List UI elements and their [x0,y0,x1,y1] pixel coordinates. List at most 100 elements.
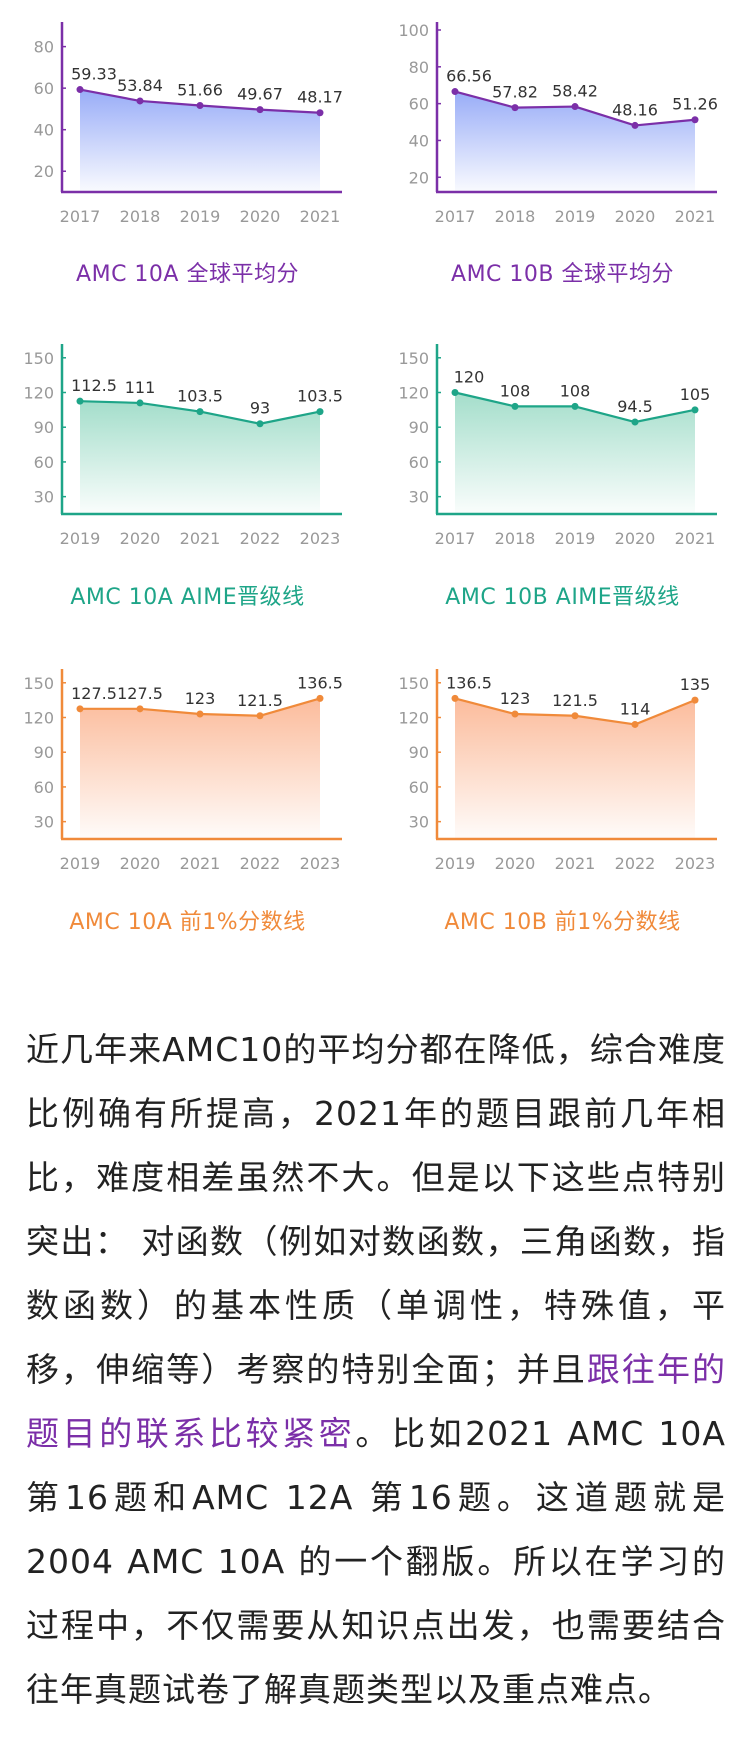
y-tick-label: 20 [34,162,54,181]
y-tick-label: 120 [398,709,429,728]
x-tick-label: 2020 [615,529,656,548]
y-tick-label: 20 [409,168,429,187]
data-label: 48.17 [297,88,343,107]
chart-title: AMC 10B AIME晋级线 [445,585,680,610]
data-label: 135 [680,675,711,694]
data-point [76,86,84,94]
y-tick-label: 120 [398,384,429,403]
data-point [511,710,519,718]
x-tick-label: 2018 [120,207,161,226]
y-tick-label: 30 [34,813,54,832]
y-tick-label: 60 [34,453,54,472]
data-label: 123 [185,689,216,708]
x-tick-label: 2020 [120,529,161,548]
data-label: 112.5 [71,376,117,395]
chart-title: AMC 10A 前1%分数线 [69,910,306,935]
y-tick-label: 80 [34,38,54,57]
article-highlight: 跟往年的题目的联系比较紧密 [26,1350,727,1453]
y-tick-label: 90 [409,743,429,762]
chart-amc10b-top1-cutoff-plot: 30 60 90 120 150 2019 2020 2021 2022 2023 136.5 123… [398,669,717,873]
chart-amc10a-average: 20 40 60 80 2017 2018 2019 2020 2021 59.33 53.84 51… [0,0,375,320]
data-label: 51.26 [672,95,718,114]
chart-amc10a-top1-cutoff: 30 60 90 120 150 2019 2020 2021 2022 2023 127.5 127… [0,647,375,967]
y-tick-label: 120 [23,384,54,403]
data-point [631,418,639,426]
data-point [196,408,204,416]
data-point [196,710,204,718]
data-point [631,121,639,129]
x-tick-label: 2023 [300,529,341,548]
x-tick-label: 2020 [120,854,161,873]
data-label: 123 [500,689,531,708]
y-tick-label: 150 [23,349,54,368]
y-tick-label: 90 [34,743,54,762]
x-tick-label: 2021 [675,207,716,226]
chart-amc10b-average-plot: 20 40 60 80 100 2017 2018 2019 2020 2021 66.5657.8… [398,21,718,226]
data-point [511,104,519,112]
x-tick-label: 2022 [615,854,656,873]
y-tick-label: 40 [34,121,54,140]
area-fill [455,698,695,839]
y-tick-label: 150 [398,349,429,368]
y-tick-label: 30 [34,488,54,507]
article-text-part1: 近几年来AMC10的平均分都在降低，综合难度比例确有所提高，2021年的题目跟前… [26,1030,726,1389]
data-point [571,402,579,410]
y-tick-label: 100 [398,21,429,40]
x-tick-label: 2023 [675,854,716,873]
y-tick-label: 90 [409,418,429,437]
x-tick-label: 2018 [495,207,536,226]
data-label: 51.66 [177,80,223,99]
data-label: 127.5 [71,684,117,703]
data-point [76,705,84,713]
data-point [136,97,144,105]
chart-title: AMC 10B 前1%分数线 [444,910,681,935]
data-point [256,712,264,720]
x-tick-label: 2021 [180,854,221,873]
x-tick-label: 2017 [435,529,476,548]
data-point [451,88,459,96]
data-label: 59.33 [71,65,117,84]
x-tick-label: 2021 [300,207,341,226]
data-point [511,402,519,410]
chart-title: AMC 10A AIME晋级线 [70,585,305,610]
data-point [451,389,459,396]
y-tick-label: 80 [409,58,429,77]
x-tick-label: 2019 [180,207,221,226]
x-tick-label: 2022 [240,854,281,873]
data-point [256,420,264,428]
area-fill [80,401,320,514]
data-label: 58.42 [552,82,598,101]
data-label: 111 [125,378,156,397]
x-tick-label: 2021 [675,529,716,548]
x-tick-label: 2021 [555,854,596,873]
data-point [631,720,639,728]
chart-amc10b-top1-cutoff: 30 60 90 120 150 2019 2020 2021 2022 2023 136.5 123… [375,647,750,967]
x-tick-label: 2021 [180,529,221,548]
data-label: 127.5 [117,684,163,703]
data-point [256,106,264,114]
data-point [451,694,459,702]
data-point [136,399,144,407]
x-tick-label: 2020 [240,207,281,226]
chart-title: AMC 10B 全球平均分 [451,262,674,287]
data-label: 49.67 [237,85,283,104]
data-label: 93 [250,399,270,418]
data-point [691,406,699,414]
data-point [571,712,579,720]
data-label: 121.5 [237,691,283,710]
area-fill [455,392,695,514]
y-tick-label: 60 [34,79,54,98]
x-tick-label: 2017 [60,207,101,226]
data-point [316,408,324,416]
article-paragraph: 近几年来AMC10的平均分都在降低，综合难度比例确有所提高，2021年的题目跟前… [26,1018,726,1722]
data-point [316,694,324,702]
charts-grid: 20 40 60 80 2017 2018 2019 2020 2021 59.33 53.84 51… [0,0,718,935]
chart-amc10a-aime-cutoff: 30 60 90 120 150 2019 2020 2021 2022 2023 112.5 111… [0,322,375,642]
area-fill [80,698,320,839]
data-label: 114 [620,699,651,718]
data-label: 103.5 [177,387,223,406]
data-label: 121.5 [552,691,598,710]
x-tick-label: 2019 [555,207,596,226]
y-tick-label: 30 [409,813,429,832]
